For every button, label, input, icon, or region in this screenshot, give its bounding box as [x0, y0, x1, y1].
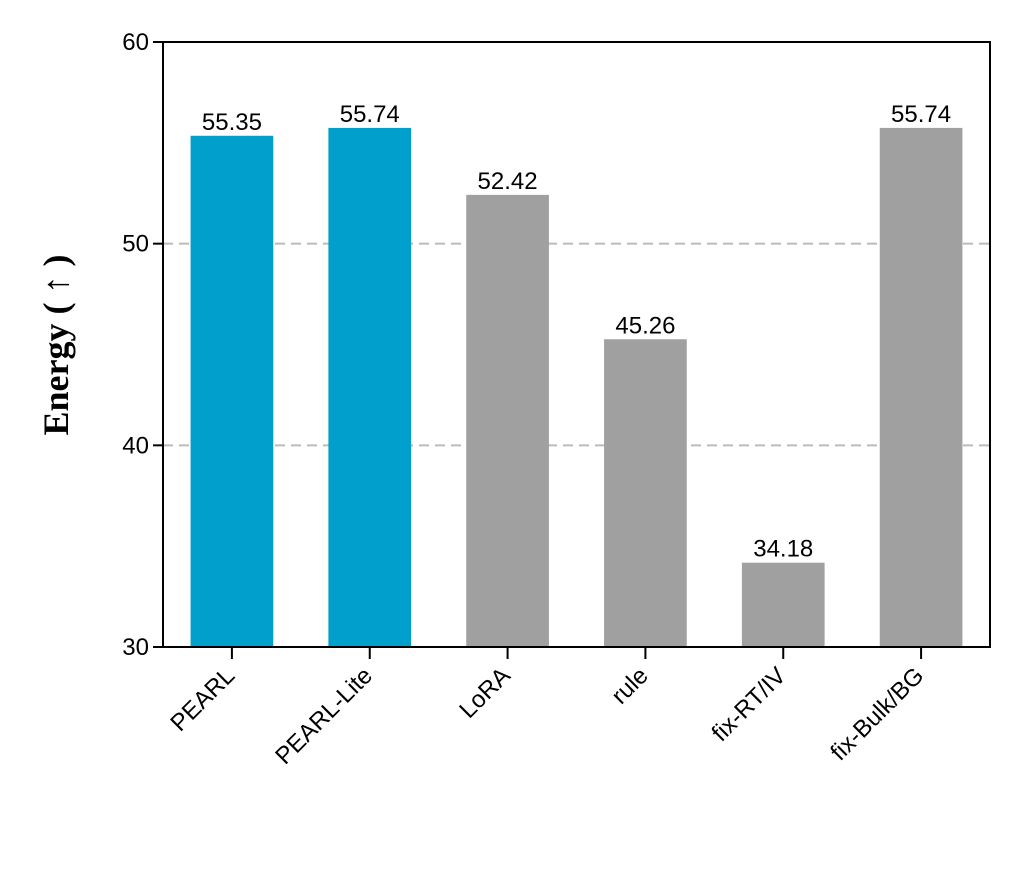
- x-tick-label: fix-Bulk/BG: [825, 662, 929, 766]
- y-tick-label: 30: [122, 634, 149, 661]
- bar: [604, 339, 687, 647]
- bar: [328, 127, 412, 647]
- bar: [879, 127, 963, 647]
- bar: [190, 135, 274, 647]
- y-tick-label: 40: [122, 432, 149, 459]
- data-label: 45.26: [615, 312, 675, 339]
- x-tick-label: fix-RT/IV: [707, 662, 792, 747]
- x-tick-label: PEARL-Lite: [270, 662, 378, 770]
- x-tick-label: PEARL: [165, 662, 240, 737]
- data-label: 52.42: [478, 168, 538, 195]
- y-tick-label: 60: [122, 29, 149, 56]
- data-label: 34.18: [753, 536, 813, 563]
- x-tick-label: LoRA: [454, 662, 516, 724]
- y-axis-label: Energy ( ↑ ): [36, 255, 76, 436]
- bar: [741, 562, 825, 647]
- bar: [466, 194, 549, 647]
- data-label: 55.35: [202, 109, 262, 136]
- data-label: 55.74: [891, 101, 951, 128]
- x-tick-label: rule: [606, 662, 653, 709]
- plot-frame: [162, 41, 991, 648]
- y-tick-label: 50: [122, 231, 149, 258]
- data-label: 55.74: [340, 101, 400, 128]
